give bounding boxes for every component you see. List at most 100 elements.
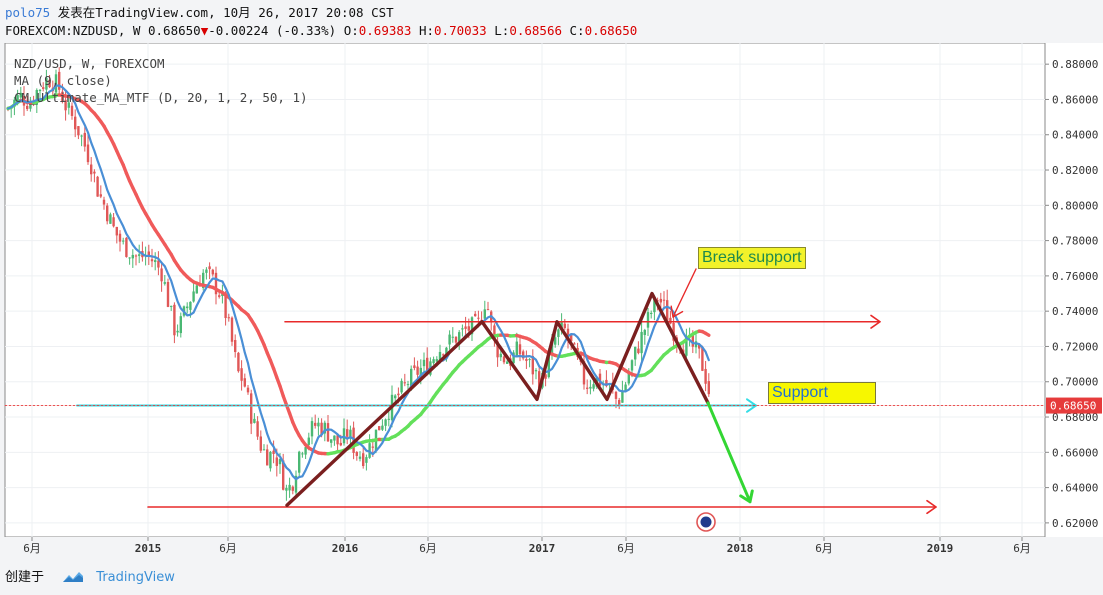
- low-label: L:: [494, 23, 510, 38]
- pattern-zigzag: [285, 291, 710, 507]
- y-tick-label: 0.80000: [1052, 199, 1098, 212]
- candle-body: [646, 312, 650, 328]
- candle-body: [330, 439, 333, 443]
- author-link[interactable]: polo75: [5, 5, 51, 20]
- price-axis-bg: [1045, 43, 1103, 537]
- y-axis: 0.88000 0.86000 0.84000 0.82000 0.80000 0.780…: [1045, 58, 1098, 530]
- candle-body: [566, 328, 570, 339]
- support-arrow-icon: [746, 398, 757, 413]
- candle-body: [544, 374, 547, 379]
- candle-body: [99, 194, 102, 197]
- candle-body: [170, 305, 173, 307]
- candle-body: [406, 384, 410, 386]
- x-tick-label: 6月: [419, 542, 437, 555]
- candle-body: [157, 260, 160, 268]
- candle-body: [547, 355, 550, 378]
- candle-body: [138, 254, 141, 256]
- candle-body: [282, 460, 285, 490]
- candle-body: [669, 317, 672, 324]
- candle-body: [310, 421, 314, 437]
- candle-body: [154, 260, 157, 263]
- candle-body: [256, 421, 259, 437]
- y-tick-label: 0.66000: [1052, 446, 1098, 459]
- open-label: O:: [343, 23, 359, 38]
- break-pointer-line: [672, 268, 697, 318]
- candle-body: [246, 387, 250, 393]
- x-tick-label: 2017: [529, 542, 556, 555]
- created-label: 创建于: [5, 570, 45, 585]
- high-label: H:: [418, 23, 435, 38]
- candle-body: [192, 291, 195, 302]
- candle-body: [314, 422, 317, 426]
- quote-line: FOREXCOM:NZDUSD, W 0.68650▼-0.00224 (-0.…: [5, 23, 637, 39]
- y-tick-label: 0.64000: [1052, 482, 1098, 495]
- candle-body: [176, 330, 179, 333]
- down-arrow-icon: ▼: [200, 23, 209, 38]
- y-tick-label: 0.78000: [1052, 235, 1098, 248]
- candle-body: [707, 381, 710, 395]
- candle-body: [448, 334, 451, 345]
- candle-body: [106, 205, 109, 222]
- candle-body: [118, 233, 122, 242]
- candle-body: [643, 329, 646, 335]
- candle-body: [131, 254, 134, 259]
- candle-body: [442, 354, 445, 356]
- candle-body: [358, 456, 362, 459]
- y-tick-label: 0.74000: [1052, 305, 1098, 318]
- candle-body: [90, 164, 93, 175]
- candle-body: [179, 316, 182, 334]
- candle-body: [659, 298, 662, 303]
- candle-body: [16, 95, 19, 103]
- footer: 创建于 TradingView: [5, 566, 175, 585]
- candle-body: [58, 71, 61, 90]
- candle-body: [234, 340, 237, 353]
- candle-body: [205, 269, 208, 273]
- candle-body: [259, 436, 262, 451]
- x-tick-label: 6月: [219, 542, 237, 555]
- candle-body: [483, 309, 486, 319]
- candle-body: [349, 429, 352, 438]
- candle-body: [362, 453, 365, 466]
- candle-body: [506, 361, 509, 364]
- candle-body: [445, 347, 448, 356]
- candle-body: [640, 331, 643, 354]
- candle-body: [672, 323, 675, 341]
- candle-body: [112, 217, 115, 227]
- candle-body: [54, 74, 58, 93]
- candle-body: [186, 306, 189, 309]
- candle-body: [208, 266, 211, 270]
- candle-body: [77, 126, 80, 136]
- candle-body: [115, 226, 118, 236]
- candle-body: [173, 304, 176, 336]
- last-price-tag-label: 0.68650: [1050, 400, 1096, 413]
- y-tick-label: 0.68000: [1052, 411, 1098, 424]
- candle-body: [285, 487, 288, 491]
- candle-body: [218, 295, 221, 297]
- drawings: 0.68650: [4, 268, 1102, 532]
- candle-body: [486, 309, 490, 311]
- candle-body: [522, 351, 525, 359]
- candle-body: [454, 336, 458, 343]
- chart-area[interactable]: 0.88000 0.86000 0.84000 0.82000 0.80000 0.780…: [0, 42, 1103, 558]
- candle-body: [93, 171, 96, 174]
- candle-body: [630, 360, 634, 371]
- candle-body: [573, 343, 576, 345]
- price-chart[interactable]: 0.88000 0.86000 0.84000 0.82000 0.80000 0.780…: [0, 42, 1103, 558]
- x-tick-label: 6月: [23, 542, 41, 555]
- break-pointer-arrow-icon: [670, 305, 684, 318]
- candle-body: [163, 282, 166, 284]
- candle-body: [403, 382, 406, 384]
- close-value: 0.68650: [584, 23, 638, 38]
- candle-body: [278, 459, 282, 465]
- y-tick-label: 0.84000: [1052, 129, 1098, 142]
- candle-body: [266, 449, 269, 466]
- x-tick-label: 6月: [815, 542, 833, 555]
- candle-body: [557, 329, 560, 338]
- candle-body: [240, 368, 243, 381]
- candle-body: [474, 313, 477, 317]
- candle-body: [531, 356, 534, 375]
- tradingview-brand[interactable]: TradingView: [96, 570, 175, 585]
- nz-flag-icon: [700, 516, 712, 528]
- candle-body: [64, 100, 67, 111]
